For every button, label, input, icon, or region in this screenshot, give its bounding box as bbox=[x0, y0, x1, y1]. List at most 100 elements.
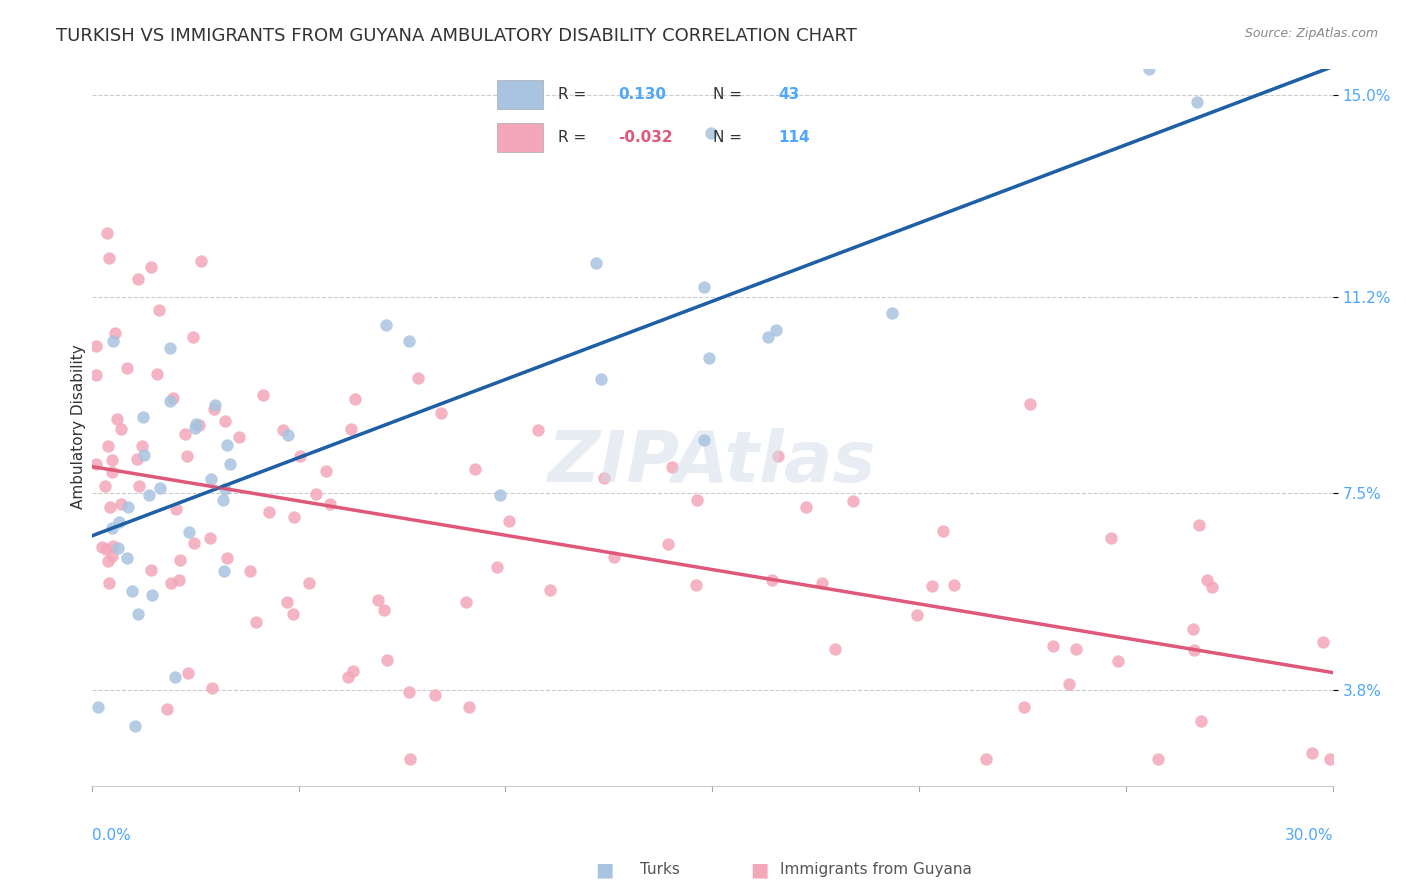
Point bbox=[97, 554, 120, 568]
Text: -0.032: -0.032 bbox=[619, 130, 673, 145]
Point bbox=[758, 330, 780, 344]
Point bbox=[184, 417, 207, 431]
Point bbox=[1064, 642, 1087, 657]
Point bbox=[593, 471, 616, 485]
Point bbox=[1189, 714, 1212, 728]
Point bbox=[176, 449, 198, 463]
Point bbox=[765, 323, 787, 337]
Text: Source: ZipAtlas.com: Source: ZipAtlas.com bbox=[1244, 27, 1378, 40]
Point bbox=[976, 752, 998, 766]
Point bbox=[1312, 634, 1334, 648]
Point bbox=[162, 391, 184, 405]
Point bbox=[882, 306, 904, 320]
Point bbox=[1042, 639, 1064, 653]
Point bbox=[98, 575, 121, 590]
Text: ZIPAtlas: ZIPAtlas bbox=[548, 428, 876, 498]
Point bbox=[214, 564, 236, 578]
Point bbox=[1188, 518, 1211, 533]
Point bbox=[693, 433, 716, 447]
Point bbox=[141, 588, 163, 602]
Text: 43: 43 bbox=[778, 87, 799, 102]
Point bbox=[110, 497, 132, 511]
Point bbox=[94, 541, 117, 556]
Point bbox=[430, 405, 453, 419]
Point bbox=[84, 338, 107, 352]
Point bbox=[603, 549, 626, 564]
Point bbox=[139, 564, 162, 578]
Point bbox=[110, 422, 132, 436]
Point bbox=[1099, 531, 1122, 545]
Point bbox=[794, 500, 817, 515]
Point bbox=[1182, 643, 1205, 657]
Point bbox=[686, 492, 709, 507]
Point bbox=[271, 424, 294, 438]
Point bbox=[97, 439, 120, 453]
Point bbox=[252, 388, 274, 402]
Point bbox=[165, 501, 187, 516]
Point bbox=[406, 371, 429, 385]
Point bbox=[201, 681, 224, 695]
Point bbox=[176, 665, 198, 680]
Point bbox=[1107, 654, 1129, 668]
Point bbox=[498, 514, 520, 528]
Point bbox=[149, 481, 172, 495]
Point bbox=[214, 482, 236, 496]
Point bbox=[184, 421, 207, 435]
Point bbox=[1057, 676, 1080, 690]
Point bbox=[159, 341, 181, 355]
Point bbox=[342, 664, 364, 678]
Point bbox=[219, 457, 242, 471]
Text: TURKISH VS IMMIGRANTS FROM GUYANA AMBULATORY DISABILITY CORRELATION CHART: TURKISH VS IMMIGRANTS FROM GUYANA AMBULA… bbox=[56, 27, 858, 45]
Point bbox=[98, 500, 121, 515]
Point bbox=[228, 429, 250, 443]
Point bbox=[101, 453, 124, 467]
Point bbox=[527, 424, 550, 438]
Point bbox=[288, 449, 311, 463]
Point bbox=[200, 472, 222, 486]
Point bbox=[943, 578, 966, 592]
Point bbox=[101, 549, 124, 563]
Bar bbox=[498, 80, 543, 109]
Point bbox=[766, 450, 789, 464]
Point bbox=[156, 702, 179, 716]
Point bbox=[697, 351, 720, 365]
Point bbox=[198, 531, 221, 545]
Point bbox=[94, 479, 117, 493]
Point bbox=[485, 560, 508, 574]
Point bbox=[104, 326, 127, 340]
Point bbox=[921, 579, 943, 593]
Point bbox=[202, 401, 225, 416]
Point bbox=[183, 535, 205, 549]
Point bbox=[107, 516, 129, 530]
Point bbox=[305, 487, 328, 501]
Text: N =: N = bbox=[713, 87, 742, 102]
Point bbox=[115, 360, 138, 375]
Point bbox=[167, 573, 190, 587]
Point bbox=[245, 615, 267, 630]
Text: 114: 114 bbox=[778, 130, 810, 145]
Point bbox=[339, 422, 361, 436]
Point bbox=[134, 448, 156, 462]
Point bbox=[100, 520, 122, 534]
Point bbox=[657, 537, 679, 551]
Point bbox=[1012, 700, 1035, 714]
Point bbox=[212, 493, 235, 508]
Point bbox=[283, 509, 305, 524]
Point bbox=[84, 457, 107, 471]
Point bbox=[458, 700, 481, 714]
Point bbox=[105, 412, 128, 426]
Point bbox=[215, 437, 238, 451]
Point bbox=[585, 256, 607, 270]
Point bbox=[103, 539, 125, 553]
Point bbox=[132, 409, 155, 424]
Point bbox=[1137, 62, 1160, 76]
Text: 0.130: 0.130 bbox=[619, 87, 666, 102]
Point bbox=[454, 595, 477, 609]
Point bbox=[375, 653, 398, 667]
Point bbox=[128, 479, 150, 493]
Point bbox=[464, 462, 486, 476]
Point bbox=[1201, 580, 1223, 594]
Y-axis label: Ambulatory Disability: Ambulatory Disability bbox=[72, 344, 86, 509]
Point bbox=[589, 372, 612, 386]
Point bbox=[1319, 752, 1341, 766]
